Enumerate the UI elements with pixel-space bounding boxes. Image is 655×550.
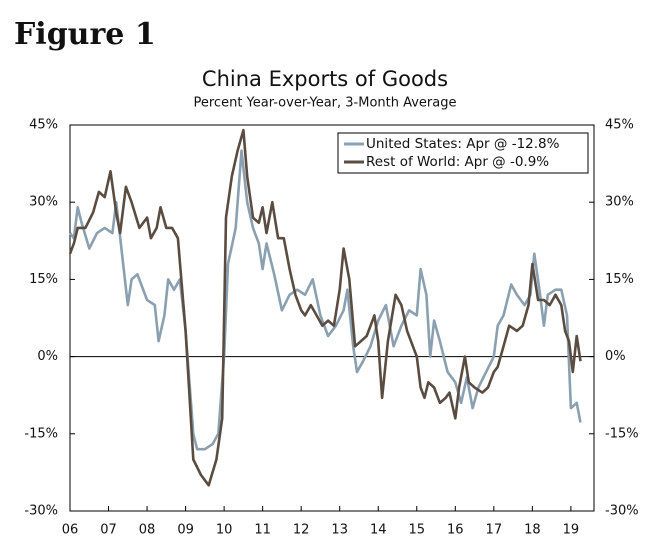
x-tick-label: 12 [293,523,310,538]
x-tick-label: 06 [62,523,79,538]
y2-tick-label: 15% [605,272,634,287]
x-tick-label: 13 [331,523,348,538]
y2-tick-label: 45% [605,118,634,133]
x-tick-label: 16 [447,523,464,538]
chart-subtitle: Percent Year-over-Year, 3-Month Average [194,96,457,111]
y2-tick-label: 0% [605,349,626,364]
x-tick-label: 10 [216,523,233,538]
x-tick-label: 09 [177,523,194,538]
legend-label: Rest of World: Apr @ -0.9% [366,154,549,170]
y-tick-label: 30% [29,195,58,210]
x-tick-label: 19 [563,523,580,538]
figure-label: Figure 1 [14,17,156,52]
x-tick-label: 11 [254,523,271,538]
plot-frame [69,124,595,512]
series-line [68,128,582,487]
y-tick-label: 15% [29,272,58,287]
x-tick-label: 18 [524,523,541,538]
series-line [68,149,582,451]
x-tick-label: 07 [100,523,117,538]
chart-title: China Exports of Goods [202,67,448,91]
y-tick-label: -15% [24,426,58,441]
x-tick-label: 17 [486,523,503,538]
y-tick-label: -30% [24,504,58,519]
x-tick-label: 08 [139,523,156,538]
y-tick-label: 45% [29,118,58,133]
x-tick-label: 14 [370,523,387,538]
y2-tick-label: 30% [605,195,634,210]
y2-tick-label: -30% [605,504,639,519]
x-tick-label: 15 [408,523,425,538]
y-tick-label: 0% [37,349,58,364]
y2-tick-label: -15% [605,426,639,441]
legend-label: United States: Apr @ -12.8% [366,136,560,152]
legend-box [337,132,589,174]
